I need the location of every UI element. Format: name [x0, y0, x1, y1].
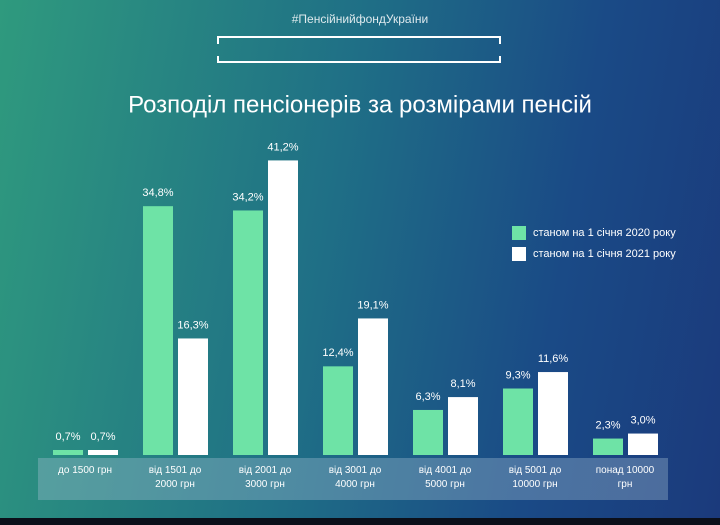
- value-label: 34,2%: [232, 191, 263, 203]
- value-label: 41,2%: [267, 141, 298, 153]
- value-label: 16,3%: [177, 319, 208, 331]
- legend-label: станом на 1 січня 2021 року: [533, 248, 676, 260]
- x-tick-label: від 4001 до 5000 грн: [418, 465, 472, 490]
- bar: [628, 433, 658, 455]
- value-label: 34,8%: [142, 187, 173, 199]
- bar: [143, 206, 173, 455]
- bar: [593, 438, 623, 455]
- bar: [178, 338, 208, 455]
- bar: [88, 449, 118, 455]
- bar: [53, 449, 83, 455]
- value-label: 12,4%: [322, 347, 353, 359]
- bar: [448, 397, 478, 455]
- bar: [323, 366, 353, 455]
- value-label: 19,1%: [357, 299, 388, 311]
- bottom-strip: [0, 518, 720, 525]
- x-tick-label: від 3001 до 4000 грн: [328, 465, 382, 490]
- x-tick-label: від 5001 до 10000 грн: [508, 465, 562, 490]
- bar: [233, 210, 263, 455]
- header: #ПенсійнийфондУкраїни: [292, 12, 429, 26]
- bar: [268, 160, 298, 456]
- legend-swatch: [512, 247, 526, 261]
- legend-label: станом на 1 січня 2020 року: [533, 227, 676, 239]
- x-tick-label: від 2001 до 3000 грн: [238, 465, 292, 490]
- value-label: 9,3%: [505, 369, 530, 381]
- bar: [413, 409, 443, 455]
- value-label: 8,1%: [450, 378, 475, 390]
- value-label: 3,0%: [630, 414, 655, 426]
- x-tick-label: понад 10000 грн: [595, 465, 655, 490]
- category-band: [38, 458, 668, 500]
- value-label: 0,7%: [90, 431, 115, 443]
- value-label: 6,3%: [415, 391, 440, 403]
- x-tick-label: до 1500 грн: [58, 465, 112, 476]
- x-tick-label: від 1501 до 2000 грн: [148, 465, 202, 490]
- bar: [503, 388, 533, 455]
- bar: [538, 372, 568, 455]
- chart-title: Розподіл пенсіонерів за розмірами пенсій: [128, 91, 592, 118]
- value-label: 11,6%: [538, 353, 569, 365]
- bar: [358, 318, 388, 455]
- legend-swatch: [512, 226, 526, 240]
- value-label: 2,3%: [595, 419, 620, 431]
- header-frame: [217, 36, 501, 63]
- value-label: 0,7%: [55, 431, 80, 443]
